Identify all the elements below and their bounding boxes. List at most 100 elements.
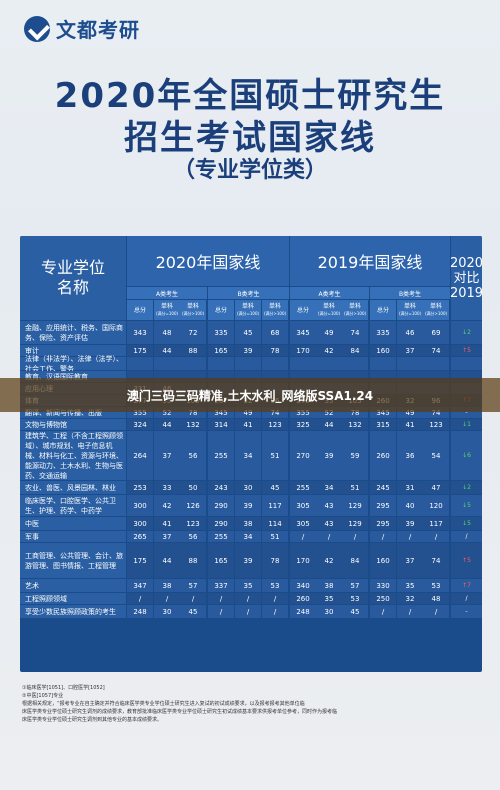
score-cell: 51 (262, 431, 288, 480)
score-cell: 57 (342, 579, 368, 592)
score-cell: 35 (235, 579, 261, 592)
score-cell: 52 (316, 407, 342, 418)
score-cell: / (208, 605, 234, 618)
header-compare-line1: 2020 (449, 255, 482, 271)
score-cell: 30 (154, 605, 180, 618)
score-cell: 33 (154, 481, 180, 494)
header-major-line2: 名称 (56, 278, 89, 297)
compare-cell: ↓1 (451, 419, 482, 430)
table-row: 教育、汉语国际教育 (20, 371, 482, 382)
score-cell: 126 (180, 495, 206, 516)
score-cell: 38 (235, 517, 261, 530)
major-name-cell: 享受少数民族照顾政策的考生 (20, 605, 126, 618)
score-cell (423, 357, 449, 370)
major-name-cell: 临床医学、口腔医学、公共卫生、护理、药学、中药学 (20, 495, 126, 516)
score-cell: 53 (423, 579, 449, 592)
score-cell: 37 (154, 531, 180, 542)
header-compare-line2: 对比 (453, 270, 480, 286)
score-cell: 34 (235, 431, 261, 480)
score-cell: 42 (154, 495, 180, 516)
major-name-cell: 军事 (20, 531, 126, 542)
score-cell: 45 (235, 321, 261, 344)
score-cell: 56 (180, 531, 206, 542)
table-row: 中医 300 41 123 290 38 114 305 43 129 295 39 117 ↓5 (20, 517, 482, 530)
table-row: 工程照顾领域 / / / / //260 35 53 250 32 48/ (20, 593, 482, 604)
score-cell: 295 (370, 495, 396, 516)
score-cell: 44 (154, 419, 180, 430)
score-cell: 44 (154, 345, 180, 356)
score-cell: 53 (262, 579, 288, 592)
column-header: 单科 (满分>100) (180, 300, 206, 320)
table-row: 艺术 347 38 57 337 35 53 340 38 57 330 35 53 ↑7 (20, 579, 482, 592)
score-cell: 345 (208, 407, 234, 418)
score-cell: 44 (154, 543, 180, 578)
score-cell: 117 (423, 517, 449, 530)
score-cell (262, 371, 288, 382)
score-cell: 47 (423, 481, 449, 494)
score-cell (316, 357, 342, 370)
score-cell (290, 357, 316, 370)
score-cell: 88 (180, 345, 206, 356)
compare-cell: - (451, 605, 482, 618)
compare-cell: ↓6 (451, 431, 482, 480)
title-line1: 2020年全国硕士研究生 (54, 76, 446, 116)
logo: 文都考研 (24, 14, 140, 43)
score-cell: 123 (180, 517, 206, 530)
footnote-line: ①临床医学[1051]、口腔医学[1052] (22, 685, 105, 691)
score-cell: 49 (235, 407, 261, 418)
sub-header-2020-a: A类考生 (127, 287, 207, 299)
table-row: 农业、兽医、风景园林、林业 253 33 50 243 30 45 255 34 51 245 31 4… (20, 481, 482, 494)
score-cell: 39 (235, 543, 261, 578)
score-cell: / (397, 605, 423, 618)
score-cell: 160 (370, 345, 396, 356)
table-row: 军事 265 37 56 255 34 51// / / / / / (20, 531, 482, 542)
score-cell: 72 (180, 321, 206, 344)
score-cell: / (208, 593, 234, 604)
score-cell: 45 (342, 605, 368, 618)
major-name-cell: 教育、汉语国际教育 (20, 371, 126, 382)
score-cell: / (423, 531, 449, 542)
column-header: 总分 (208, 300, 234, 320)
score-cell: 120 (423, 495, 449, 516)
score-cell: 45 (262, 481, 288, 494)
score-cell: 43 (316, 517, 342, 530)
score-cell: 68 (262, 321, 288, 344)
score-cell: / (180, 593, 206, 604)
score-cell: 314 (208, 419, 234, 430)
score-cell: 264 (127, 431, 153, 480)
compare-cell: ↓5 (451, 495, 482, 516)
score-cell: 34 (235, 531, 261, 542)
score-cell: 324 (127, 419, 153, 430)
score-cell (180, 357, 206, 370)
score-cell: 129 (342, 495, 368, 516)
score-cell: / (127, 593, 153, 604)
score-cell: 51 (262, 531, 288, 542)
score-cell: 170 (290, 543, 316, 578)
logo-mark-icon (24, 15, 50, 42)
compare-cell (451, 357, 482, 370)
logo-text: 文都考研 (56, 18, 140, 42)
header-major: 专业学位 名称 (20, 236, 126, 320)
header-major-line1: 专业学位 (40, 258, 105, 277)
compare-cell (451, 371, 482, 382)
compare-cell: / (451, 531, 482, 542)
score-cell: 35 (397, 579, 423, 592)
score-cell (154, 357, 180, 370)
watermark-banner: 澳门三码三码精准,土木水利_网络版SSA1.24 (0, 378, 500, 412)
score-cell (397, 371, 423, 382)
score-cell: 260 (370, 431, 396, 480)
score-cell: 123 (423, 419, 449, 430)
footnote-line: 床医学类专业学位硕士研究生调剂到其他专业的基本成绩要求。 (22, 717, 163, 723)
score-cell: 78 (262, 543, 288, 578)
column-header: 总分 (290, 300, 316, 320)
score-cell (290, 371, 316, 382)
table-row: 法律（非法学）、法律（法学）、社会工作、警务 (20, 355, 482, 373)
major-name-cell: 农业、兽医、风景园林、林业 (20, 481, 126, 494)
score-cell: 255 (208, 531, 234, 542)
column-header: 单科 (满分>100) (262, 300, 288, 320)
score-cell (370, 357, 396, 370)
score-cell: 315 (370, 419, 396, 430)
score-cell: / (397, 531, 423, 542)
score-cell: 335 (208, 321, 234, 344)
score-cell: 305 (290, 495, 316, 516)
